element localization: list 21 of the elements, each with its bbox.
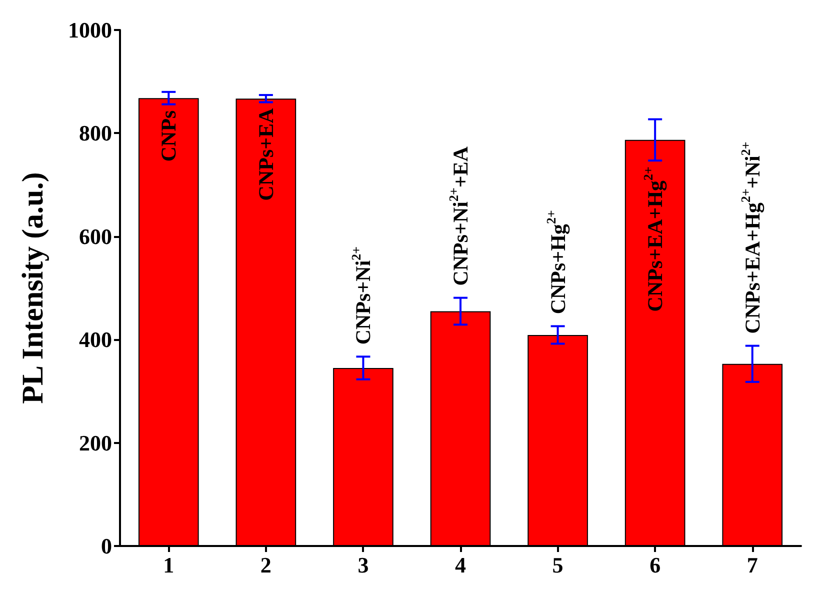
y-tick-label: 1000: [68, 18, 112, 42]
x-tick-label: 1: [163, 552, 174, 578]
y-tick-label: 400: [79, 327, 112, 352]
annotation: CNPs+EA+Hg2+: [640, 166, 668, 312]
x-tick-label: 3: [358, 552, 369, 578]
x-tick-label: 6: [650, 552, 661, 578]
annotation: CNPs+Ni2++EA: [446, 146, 472, 286]
y-tick-label: 800: [79, 120, 112, 146]
x-tick-label: 7: [746, 552, 758, 578]
annotation: CNPs+Ni2+: [348, 246, 376, 345]
x-tick-label: 4: [455, 552, 466, 578]
annotation: CNPs: [156, 110, 181, 162]
x-tick-label: 2: [260, 552, 272, 578]
y-axis-title: PL Intensity (a.u.): [16, 172, 50, 404]
annotation: CNPs+Hg2+: [543, 210, 570, 314]
annotation: CNPs+EA: [254, 107, 278, 201]
y-tick-label: 0: [101, 534, 112, 558]
y-tick-label: 200: [79, 430, 112, 456]
x-tick-label: 5: [552, 552, 564, 578]
y-tick-label: 600: [79, 224, 112, 249]
annotation: CNPs+EA+Hg2++Ni2+: [738, 142, 764, 334]
